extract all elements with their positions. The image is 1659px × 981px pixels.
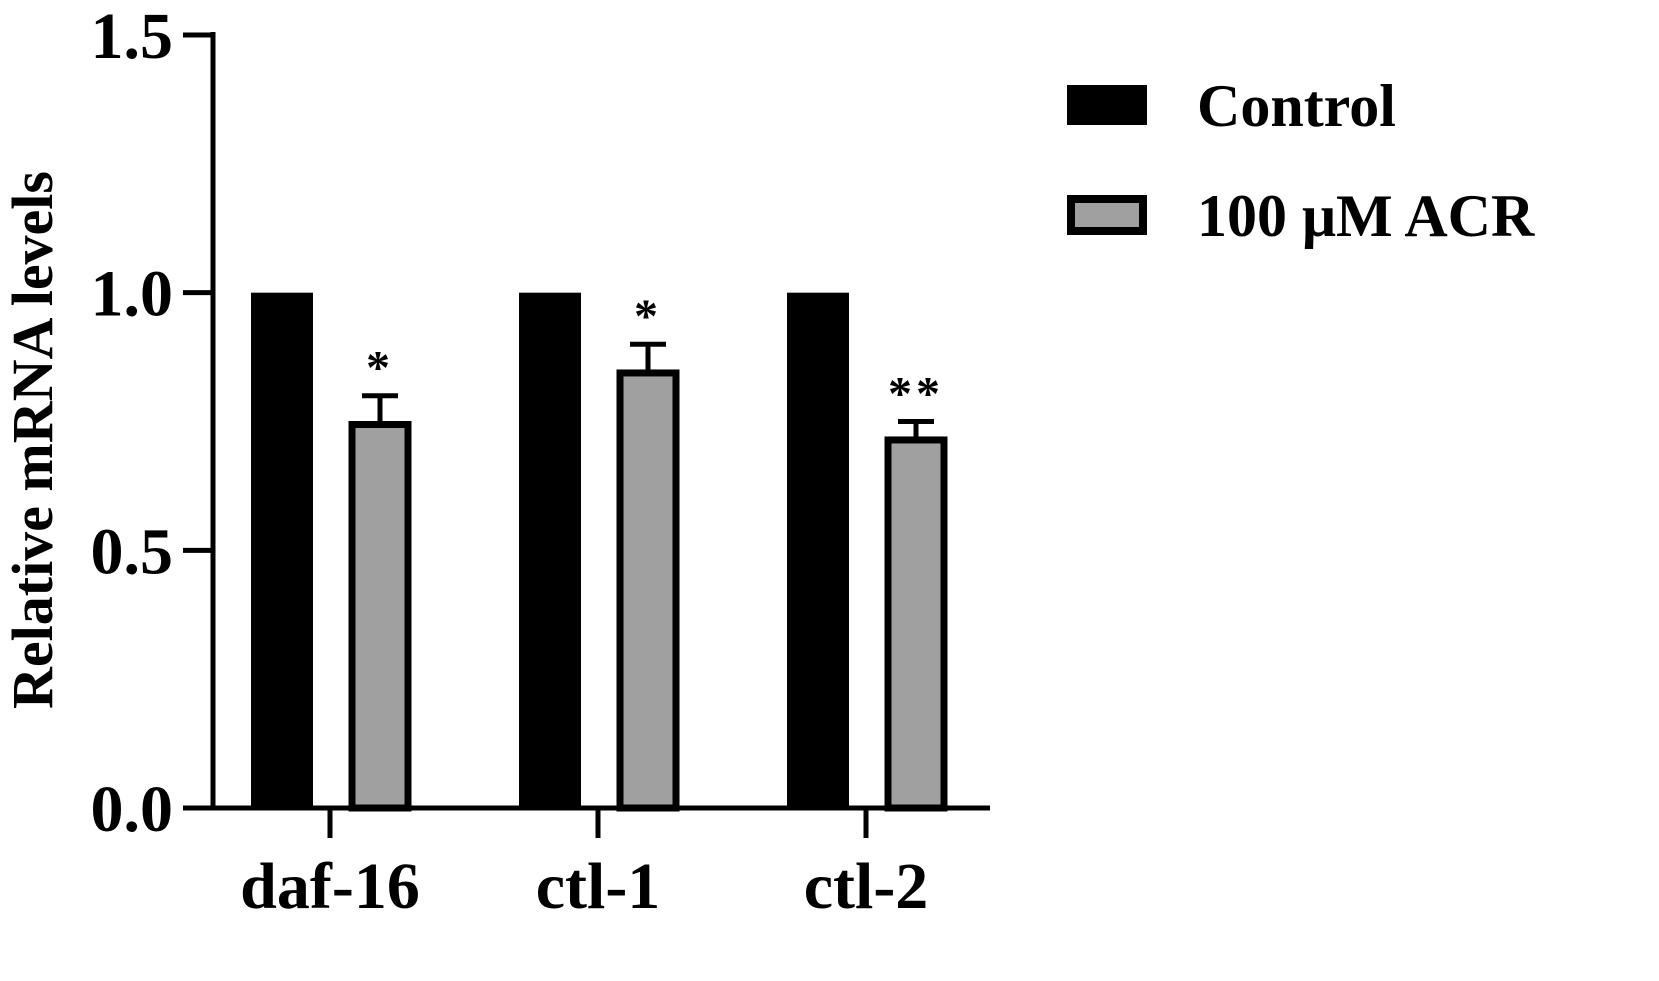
bar-acr-ctl-2	[884, 436, 948, 812]
bar-acr-ctl-1	[616, 369, 680, 812]
x-tick-label-ctl-2: ctl-2	[804, 850, 929, 923]
y-tick-label-3: 1.5	[91, 0, 174, 73]
bar-control-ctl-1	[519, 292, 581, 809]
legend: Control 100 μM ACR	[1067, 73, 1535, 249]
y-tick-label-0: 0.0	[91, 773, 174, 846]
legend-swatch-control	[1067, 85, 1147, 125]
significance-label-ctl-1: *	[634, 290, 662, 343]
bar-acr-daf-16	[348, 421, 412, 812]
x-tick-label-ctl-1: ctl-1	[536, 850, 661, 923]
significance-label-daf-16: *	[366, 342, 394, 395]
y-tick-label-1: 0.5	[91, 515, 174, 588]
bar-control-daf-16	[251, 292, 313, 809]
y-axis-label: Relative mRNA levels	[0, 171, 65, 709]
y-tick-label-2: 1.0	[91, 258, 174, 331]
bar-control-ctl-2	[787, 292, 849, 809]
significance-label-ctl-2: **	[888, 368, 944, 421]
legend-swatch-acr	[1067, 195, 1147, 235]
x-tick-label-daf-16: daf-16	[240, 850, 420, 923]
legend-label-acr: 100 μM ACR	[1197, 183, 1535, 249]
legend-label-control: Control	[1197, 73, 1396, 139]
